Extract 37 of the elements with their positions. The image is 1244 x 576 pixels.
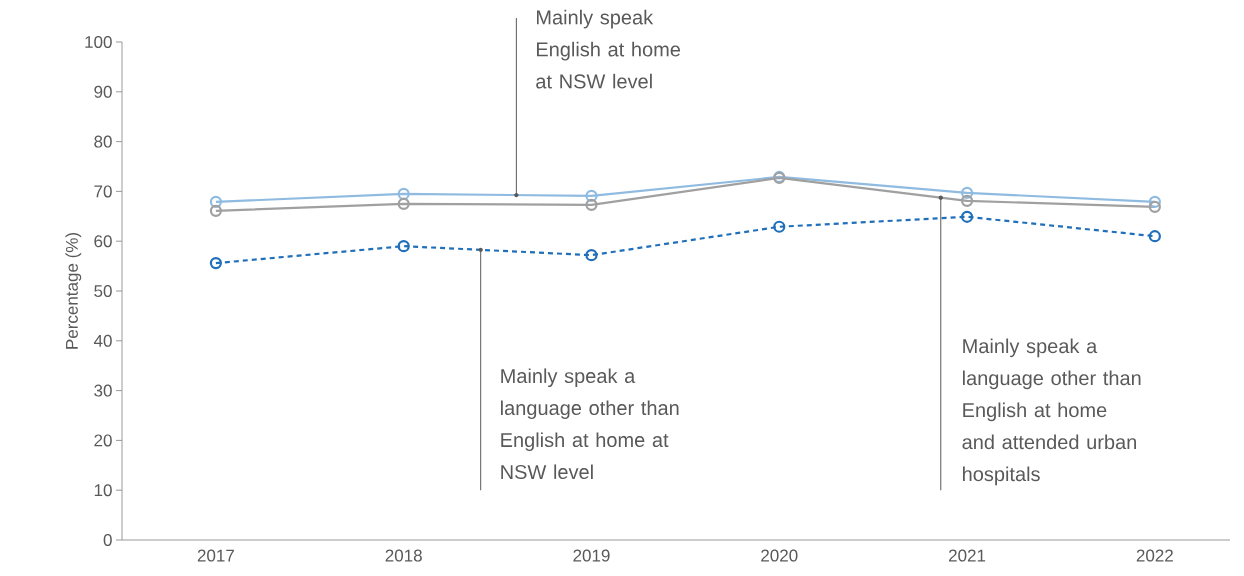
text: Mainly speak English at home at NSW level [536,9,681,89]
point [397,240,410,253]
point [1148,195,1161,208]
x-tick-label: 2021 [949,549,986,562]
point [209,204,222,217]
y-tick-label: 0 [103,533,112,547]
point [397,187,410,200]
x-tick-label: 2022 [1136,549,1173,562]
point [960,194,974,207]
text: Mainly speak a language other than English at home and attended urban hospitals [962,338,1141,486]
y-tick-label: 70 [94,185,112,198]
point [585,198,598,211]
text: Mainly speak a language other than English at home at NSW level [501,368,679,480]
point [1148,200,1161,213]
point [1148,230,1161,243]
y-tick-label: 60 [94,235,112,248]
y-tick-label: 50 [94,284,112,298]
point [585,189,598,202]
y-tick-label: 90 [94,85,112,98]
y-tick-label: 40 [93,334,112,347]
point [585,249,598,262]
y-tick-label: 10 [94,484,112,497]
point [960,186,974,199]
y-tick-label: 20 [94,434,112,447]
y-tick-label: 30 [94,384,112,397]
x-tick-label: 2018 [385,549,422,562]
y-tick-label: 80 [94,135,112,148]
y-axis-title: Percentage (%) [65,233,82,349]
point [773,220,786,233]
point [209,195,222,208]
x-tick-label: 2020 [761,549,798,562]
point [209,257,222,270]
point [397,197,410,210]
y-tick-label: 100 [85,35,112,49]
x-tick-label: 2019 [573,549,610,562]
point [960,210,974,223]
x-tick-label: 2017 [197,549,234,562]
